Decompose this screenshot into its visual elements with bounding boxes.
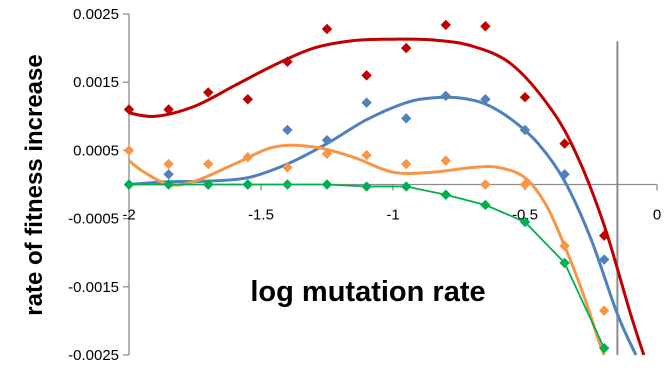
series-2-point: [401, 158, 412, 170]
x-tick-label: -1.5: [248, 207, 274, 224]
series-3-point: [480, 199, 491, 211]
series-3-point: [163, 179, 174, 190]
series-2-point: [480, 179, 491, 190]
series-1-point: [440, 90, 451, 102]
series-1-trend-line: [128, 95, 638, 356]
series-2-point: [361, 149, 372, 161]
series-3-point: [401, 181, 412, 192]
series-0-point: [321, 23, 333, 35]
series-3-point: [440, 189, 451, 200]
series-1-point: [321, 134, 333, 146]
y-tick-label: -0.0015: [68, 279, 119, 296]
x-axis-title: log mutation rate: [250, 276, 485, 308]
x-tick-label: -1: [386, 207, 399, 224]
series-0-point: [559, 138, 570, 149]
series-3-point: [321, 179, 333, 190]
series-2-point: [559, 240, 570, 252]
series-2: [123, 143, 610, 356]
tick-group: 0.0025 0.0015 0.0005 -0.0005 -0.0015 -0.0025 -…: [68, 6, 661, 364]
series-1-point: [163, 169, 174, 180]
series-1-point: [519, 124, 531, 136]
y-tick-label: -0.0025: [68, 347, 119, 364]
series-2-point: [440, 155, 451, 166]
series-0-point: [203, 87, 214, 98]
y-tick-label: 0.0015: [73, 74, 119, 91]
series-1-point: [401, 113, 412, 124]
series-1-point: [480, 94, 491, 105]
series-2-point: [163, 158, 174, 170]
series-0-trend-line: [128, 37, 646, 356]
series-0-point: [599, 230, 610, 241]
series-1-point: [599, 254, 610, 265]
series-2-point: [203, 158, 214, 170]
series-0: [123, 19, 646, 356]
series-2-point: [519, 179, 531, 190]
series-0-point: [401, 42, 412, 54]
series-1: [123, 90, 638, 356]
series-2-trend-line: [128, 143, 606, 356]
series-0-point: [519, 92, 531, 103]
series-2-point: [123, 145, 135, 156]
series-3: [123, 179, 610, 354]
series-0-point: [123, 104, 135, 115]
series-0-point: [163, 104, 174, 115]
series-2-point: [242, 152, 253, 163]
series-0-point: [282, 56, 293, 67]
x-tick-label: 0: [653, 207, 661, 224]
series-1-point: [282, 124, 293, 136]
series-3-point: [361, 181, 372, 192]
series-0-point: [480, 21, 491, 32]
y-tick-label: 0.0005: [73, 142, 119, 159]
series-3-point: [203, 179, 214, 190]
y-axis-title: rate of fitness increase: [21, 54, 48, 315]
series-3-point: [123, 179, 135, 190]
series-0-point: [242, 94, 253, 105]
series-2-point: [599, 305, 610, 316]
series-0-point: [440, 19, 451, 31]
y-tick-label: 0.0025: [73, 6, 119, 23]
x-tick-label: -2: [122, 207, 135, 224]
y-tick-label: -0.0005: [68, 211, 119, 228]
series-3-point: [242, 179, 253, 190]
series-3-point: [282, 179, 293, 190]
series-3-point: [599, 342, 610, 354]
series-3-point: [519, 216, 531, 228]
series-3-point: [559, 257, 570, 269]
series-2-point: [321, 148, 333, 160]
series-1-point: [361, 97, 372, 108]
series-2-point: [282, 162, 293, 173]
series-0-point: [361, 70, 372, 81]
plot-area: [123, 19, 646, 356]
series-1-point: [559, 169, 570, 180]
